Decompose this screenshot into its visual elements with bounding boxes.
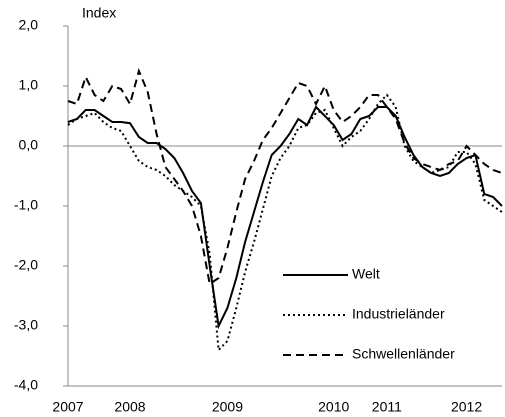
y-axis-label: Index bbox=[82, 5, 116, 21]
y-tick-label: -1,0 bbox=[14, 197, 38, 213]
x-tick-label: 2010 bbox=[318, 399, 349, 415]
y-tick-label: -3,0 bbox=[14, 317, 38, 333]
y-tick-label: 1,0 bbox=[19, 77, 39, 93]
y-tick-label: 2,0 bbox=[19, 17, 39, 33]
series-line bbox=[67, 93, 503, 353]
x-tick-label: 2008 bbox=[114, 399, 145, 415]
x-tick-label: 2012 bbox=[451, 399, 482, 415]
series-line bbox=[67, 105, 503, 330]
y-tick-label: -4,0 bbox=[14, 377, 38, 393]
y-tick-label: 0,0 bbox=[19, 137, 39, 153]
x-tick-label: 2007 bbox=[52, 399, 83, 415]
x-tick-label: 2009 bbox=[212, 399, 243, 415]
x-tick-label: 2011 bbox=[372, 399, 402, 415]
legend-label: Industrieländer bbox=[352, 306, 445, 322]
legend-label: Schwellenländer bbox=[352, 346, 455, 362]
series-line bbox=[67, 67, 503, 286]
y-tick-label: -2,0 bbox=[14, 257, 38, 273]
legend-label: Welt bbox=[352, 266, 380, 282]
